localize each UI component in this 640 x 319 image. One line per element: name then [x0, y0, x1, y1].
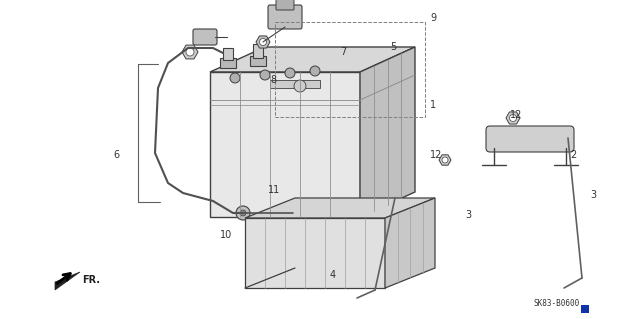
- Circle shape: [186, 48, 194, 56]
- Text: 9: 9: [430, 13, 436, 23]
- FancyBboxPatch shape: [268, 5, 302, 29]
- Circle shape: [291, 211, 296, 216]
- FancyBboxPatch shape: [193, 29, 217, 45]
- FancyBboxPatch shape: [486, 126, 574, 152]
- Text: 12: 12: [510, 110, 522, 120]
- Polygon shape: [256, 36, 270, 48]
- Text: 7: 7: [340, 47, 346, 57]
- Polygon shape: [506, 112, 520, 124]
- Text: 3: 3: [590, 190, 596, 200]
- Text: SK83-B0600: SK83-B0600: [534, 299, 580, 308]
- Text: 12: 12: [430, 150, 442, 160]
- Text: 6: 6: [113, 150, 119, 160]
- Text: 11: 11: [268, 185, 280, 195]
- Text: 8: 8: [270, 75, 276, 85]
- Bar: [250, 56, 266, 66]
- Bar: [581, 305, 589, 313]
- Text: 3: 3: [465, 210, 471, 220]
- Text: 1: 1: [430, 100, 436, 110]
- Circle shape: [310, 66, 320, 76]
- Circle shape: [287, 207, 299, 219]
- Circle shape: [270, 214, 276, 220]
- Circle shape: [285, 68, 295, 78]
- Polygon shape: [182, 45, 198, 59]
- Bar: [220, 58, 236, 68]
- Circle shape: [260, 70, 270, 80]
- Circle shape: [509, 115, 516, 122]
- Text: 4: 4: [330, 270, 336, 280]
- Polygon shape: [385, 198, 435, 288]
- Circle shape: [294, 80, 306, 92]
- Polygon shape: [360, 47, 415, 217]
- Text: 10: 10: [220, 230, 232, 240]
- Polygon shape: [245, 218, 385, 288]
- Text: 5: 5: [390, 42, 396, 52]
- Polygon shape: [245, 198, 435, 218]
- Polygon shape: [210, 72, 360, 217]
- Polygon shape: [55, 272, 80, 290]
- FancyBboxPatch shape: [276, 0, 294, 10]
- Polygon shape: [210, 47, 415, 72]
- Circle shape: [240, 210, 246, 216]
- Bar: [270, 80, 320, 88]
- Polygon shape: [439, 155, 451, 165]
- Bar: [253, 44, 263, 58]
- Circle shape: [236, 206, 250, 220]
- Text: 2: 2: [570, 150, 576, 160]
- Text: FR.: FR.: [82, 275, 100, 285]
- Bar: [223, 48, 233, 60]
- Circle shape: [442, 157, 448, 163]
- Circle shape: [259, 39, 266, 46]
- Polygon shape: [267, 212, 279, 222]
- Circle shape: [230, 73, 240, 83]
